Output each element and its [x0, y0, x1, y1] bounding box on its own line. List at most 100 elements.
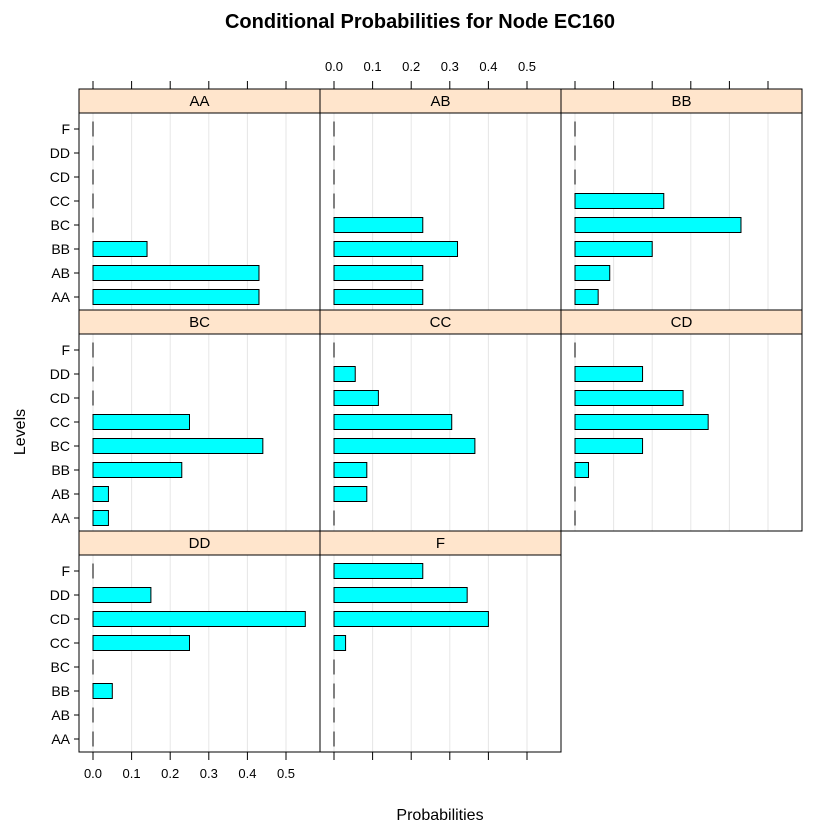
panel-strip: [78, 309, 321, 335]
bar-CC-AB: [333, 486, 368, 502]
level-label-BB: BB: [51, 241, 70, 257]
x-tick-label: 0.0: [84, 766, 102, 781]
level-label-F: F: [61, 342, 70, 358]
x-tick-label: 0.2: [161, 766, 179, 781]
panel-DD: DD AA AB BB BC CC CD DD F 0.0 0.1 0.2 0.3 0.4 0.5: [50, 530, 321, 781]
bar-DD-DD: [92, 587, 152, 603]
bar-DD-CD: [92, 611, 306, 627]
bar-BB-CC: [574, 193, 665, 209]
level-label-CD: CD: [50, 169, 70, 185]
bar-CC-DD: [333, 366, 356, 382]
panel-strip: [319, 309, 562, 335]
bar-CD-DD: [574, 366, 644, 382]
level-label-F: F: [61, 121, 70, 137]
x-axis-label: Probabilities: [396, 807, 483, 824]
level-label-AB: AB: [51, 265, 70, 281]
bar-CC-CC: [333, 414, 453, 430]
bar-BB-BC: [574, 217, 742, 233]
level-label-BC: BC: [51, 659, 70, 675]
bar-BB-AB: [574, 265, 611, 281]
panel-strip-label: BB: [671, 93, 691, 110]
x-tick-label: 0.4: [238, 766, 256, 781]
bar-AB-AA: [333, 289, 424, 305]
bar-AB-BC: [333, 217, 424, 233]
panel-strip-label: CC: [430, 314, 452, 331]
panel-strip: [560, 88, 803, 114]
panel-strip-label: BC: [189, 314, 210, 331]
panel-strip: [560, 309, 803, 335]
panel-F: F: [319, 530, 562, 760]
x-tick-label: 0.0: [325, 59, 343, 74]
bar-CD-CD: [574, 390, 684, 406]
panel-strip-label: DD: [189, 535, 211, 552]
bar-CC-BC: [333, 438, 476, 454]
level-label-BC: BC: [51, 438, 70, 454]
x-tick-label: 0.3: [441, 59, 459, 74]
bar-F-CC: [333, 635, 347, 651]
level-label-CD: CD: [50, 611, 70, 627]
panel-strip-label: AA: [189, 93, 209, 110]
bar-DD-BB: [92, 683, 113, 699]
level-label-F: F: [61, 563, 70, 579]
level-label-DD: DD: [50, 366, 70, 382]
x-tick-label: 0.1: [123, 766, 141, 781]
bar-AA-AB: [92, 265, 260, 281]
x-tick-label: 0.3: [200, 766, 218, 781]
panel-strip-label: CD: [671, 314, 693, 331]
panel-CD: CD: [560, 309, 803, 532]
panel-AB: AB 0.0 0.1 0.2 0.3 0.4 0.5: [319, 59, 562, 311]
level-label-DD: DD: [50, 145, 70, 161]
x-tick-label: 0.4: [479, 59, 497, 74]
panel-AA: AA AA AB BB BC CC CD DD F: [50, 81, 321, 311]
bar-AA-AA: [92, 289, 260, 305]
bar-AB-BB: [333, 241, 459, 257]
chart-title: Conditional Probabilities for Node EC160: [225, 11, 615, 33]
level-label-AA: AA: [51, 289, 70, 305]
x-tick-label: 0.5: [518, 59, 536, 74]
panel-strip: [78, 530, 321, 556]
level-label-DD: DD: [50, 587, 70, 603]
level-label-AA: AA: [51, 731, 70, 747]
level-label-CC: CC: [50, 635, 70, 651]
level-label-CC: CC: [50, 193, 70, 209]
x-tick-label: 0.2: [402, 59, 420, 74]
bar-CD-BB: [574, 462, 590, 478]
bar-BC-BC: [92, 438, 264, 454]
bar-F-DD: [333, 587, 468, 603]
x-tick-label: 0.1: [364, 59, 382, 74]
panel-CC: CC: [319, 309, 562, 532]
panel-strip-label: F: [436, 535, 445, 552]
panel-border: [78, 333, 321, 532]
level-label-CC: CC: [50, 414, 70, 430]
bar-CD-BC: [574, 438, 644, 454]
panel-BC: BC AA AB BB BC CC CD DD F: [50, 309, 321, 532]
bar-BC-CC: [92, 414, 190, 430]
panel-border: [319, 554, 562, 753]
panel-grid: AA AA AB BB BC CC CD DD F AB 0.0 0.1 0.2 0.3 0.4 0.5 BB B…: [50, 59, 803, 781]
panel-BB: BB: [560, 81, 803, 311]
level-label-BC: BC: [51, 217, 70, 233]
bar-BC-BB: [92, 462, 183, 478]
x-tick-label: 0.5: [277, 766, 295, 781]
bar-CC-CD: [333, 390, 379, 406]
level-label-AA: AA: [51, 510, 70, 526]
bar-DD-CC: [92, 635, 190, 651]
panel-strip: [319, 530, 562, 556]
level-label-AB: AB: [51, 486, 70, 502]
panel-strip: [78, 88, 321, 114]
panel-strip: [319, 88, 562, 114]
panel-border: [78, 554, 321, 753]
bar-BB-BB: [574, 241, 653, 257]
bar-CC-BB: [333, 462, 368, 478]
panel-border: [560, 333, 803, 532]
bar-AA-BB: [92, 241, 148, 257]
bar-BC-AB: [92, 486, 109, 502]
level-label-BB: BB: [51, 683, 70, 699]
level-label-AB: AB: [51, 707, 70, 723]
panel-strip-label: AB: [430, 93, 450, 110]
bar-BB-AA: [574, 289, 599, 305]
level-label-CD: CD: [50, 390, 70, 406]
bar-AB-AB: [333, 265, 424, 281]
bar-F-F: [333, 563, 424, 579]
